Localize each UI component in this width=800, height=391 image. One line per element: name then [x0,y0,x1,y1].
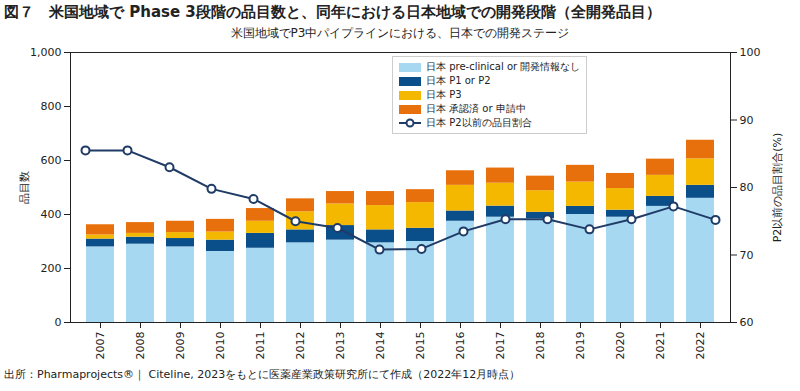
svg-text:60: 60 [740,316,754,329]
svg-text:2013: 2013 [334,332,347,360]
svg-text:0: 0 [55,316,62,329]
html-text:日本 P1 or P2: 日本 P1 or P2 [426,75,491,86]
svg-text:2017: 2017 [494,332,507,360]
svg-text:80: 80 [740,181,754,194]
svg-text:70: 70 [740,249,754,262]
html-text:米国地域でP3中パイプラインにおける、日本での開発ステージ: 米国地域でP3中パイプラインにおける、日本での開発ステージ [230,26,570,40]
svg-text:2020: 2020 [614,332,627,360]
svg-text:90: 90 [740,114,754,127]
html-text:出所：Pharmaprojects®｜ Citeline,: 出所：Pharmaprojects®｜ Citeline, 2023をもとに医薬… [4,368,521,381]
svg-text:2014: 2014 [374,332,387,360]
svg-text:800: 800 [41,100,62,113]
svg-text:2019: 2019 [574,332,587,360]
svg-text:200: 200 [41,262,62,275]
svg-text:P2以前の品目割合(%): P2以前の品目割合(%) [771,133,784,243]
svg-text:400: 400 [41,208,62,221]
svg-text:2011: 2011 [254,332,267,360]
svg-text:2007: 2007 [94,332,107,360]
svg-text:600: 600 [41,154,62,167]
svg-text:1,000: 1,000 [30,46,62,59]
html-text:日本 pre-clinical or 開発情報なし: 日本 pre-clinical or 開発情報なし [426,61,581,72]
svg-text:2022: 2022 [694,332,707,360]
svg-text:2010: 2010 [214,332,227,360]
svg-text:2016: 2016 [454,332,467,360]
svg-text:2021: 2021 [654,332,667,360]
svg-text:2015: 2015 [414,332,427,360]
html-text:図７ 米国地域で Phase 3段階の品目数と、同年における: 図７ 米国地域で Phase 3段階の品目数と、同年における日本地域での開発段階… [4,3,661,21]
svg-text:2012: 2012 [294,332,307,360]
html-text:日本 P3: 日本 P3 [426,89,462,100]
svg-text:品目数: 品目数 [18,171,31,204]
html-text:日本 承認済 or 申請中: 日本 承認済 or 申請中 [426,103,526,114]
svg-text:2018: 2018 [534,332,547,360]
svg-text:2009: 2009 [174,332,187,360]
html-text:日本 P2以前の品目割合: 日本 P2以前の品目割合 [426,117,532,128]
svg-text:2008: 2008 [134,332,147,360]
svg-text:100: 100 [740,46,761,59]
